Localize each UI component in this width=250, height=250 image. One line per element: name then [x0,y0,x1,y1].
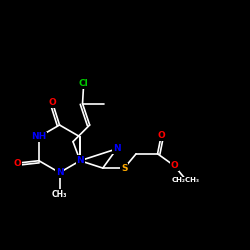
Text: O: O [48,98,56,107]
Text: CH₂CH₃: CH₂CH₃ [172,177,200,183]
Text: CH₃: CH₃ [52,190,67,198]
Text: O: O [14,158,21,168]
Text: O: O [157,132,165,140]
Text: Cl: Cl [79,79,88,88]
Text: N: N [76,156,84,165]
Text: N: N [56,168,63,177]
Text: S: S [121,164,128,172]
Text: O: O [170,161,178,170]
Text: NH: NH [31,132,46,141]
Text: N: N [113,144,120,153]
